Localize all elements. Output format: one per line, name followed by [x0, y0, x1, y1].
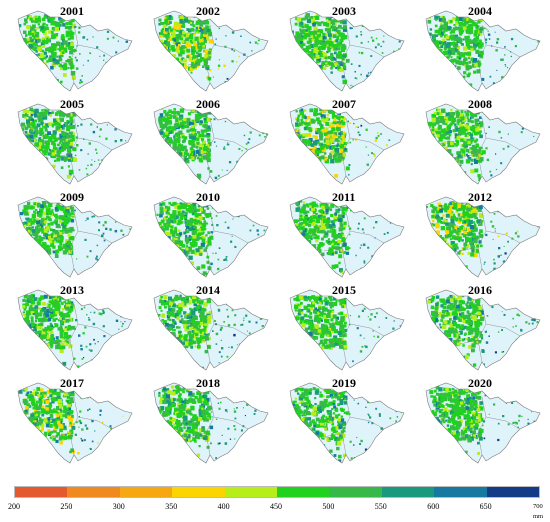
legend-tick-label: 500	[322, 502, 334, 512]
region-map	[416, 5, 550, 98]
color-legend-bar	[14, 486, 540, 498]
map-panel-2015: 2015	[280, 284, 415, 377]
map-panel-2012: 2012	[416, 191, 550, 284]
map-panel-2010: 2010	[144, 191, 279, 284]
year-label: 2008	[468, 98, 492, 111]
region-map	[416, 377, 550, 470]
legend-swatch-1	[67, 487, 119, 497]
region-map	[416, 98, 550, 191]
year-label: 2013	[60, 284, 84, 297]
legend-unit: mm	[533, 513, 543, 520]
map-panel-2014: 2014	[144, 284, 279, 377]
legend-tick-label: 300	[113, 502, 125, 512]
legend-swatch-7	[382, 487, 434, 497]
legend-swatch-3	[172, 487, 224, 497]
legend-tick-label: 400	[218, 502, 230, 512]
year-label: 2012	[468, 191, 492, 204]
region-map	[280, 98, 415, 191]
legend-swatch-9	[487, 487, 539, 497]
region-map	[280, 191, 415, 284]
map-panel-2013: 2013	[8, 284, 143, 377]
year-label: 2007	[332, 98, 356, 111]
map-panel-2001: 2001	[8, 5, 143, 98]
legend-tick-label: 550	[375, 502, 387, 512]
map-panel-2018: 2018	[144, 377, 279, 470]
region-map	[8, 191, 143, 284]
legend-tick-label: 200	[8, 502, 20, 512]
region-map	[144, 377, 279, 470]
region-map	[8, 5, 143, 98]
legend-tick-label: 450	[270, 502, 282, 512]
year-label: 2003	[332, 5, 356, 18]
region-map	[144, 98, 279, 191]
legend-swatch-8	[434, 487, 486, 497]
map-panel-2005: 2005	[8, 98, 143, 191]
region-map	[144, 191, 279, 284]
year-label: 2004	[468, 5, 492, 18]
map-panel-2002: 2002	[144, 5, 279, 98]
map-panel-2020: 2020	[416, 377, 550, 470]
year-label: 2005	[60, 98, 84, 111]
year-label: 2016	[468, 284, 492, 297]
year-label: 2009	[60, 191, 84, 204]
year-label: 2002	[196, 5, 220, 18]
map-panel-2004: 2004	[416, 5, 550, 98]
region-map	[280, 5, 415, 98]
map-panel-2017: 2017	[8, 377, 143, 470]
region-map	[280, 377, 415, 470]
year-label: 2015	[332, 284, 356, 297]
legend-tick-label: 600	[427, 502, 439, 512]
year-label: 2001	[60, 5, 84, 18]
legend-tick-label: 650	[480, 502, 492, 512]
legend-swatch-2	[120, 487, 172, 497]
region-map	[8, 98, 143, 191]
year-label: 2020	[468, 377, 492, 390]
map-panel-2016: 2016	[416, 284, 550, 377]
map-panel-2007: 2007	[280, 98, 415, 191]
year-label: 2011	[332, 191, 355, 204]
map-panel-2003: 2003	[280, 5, 415, 98]
region-map	[144, 284, 279, 377]
map-grid: 2001 2002 2003 2004 2005 2006 2007 2008 2009 2010…	[0, 0, 550, 472]
legend-tick-label: 250	[60, 502, 72, 512]
legend-swatch-6	[329, 487, 381, 497]
year-label: 2006	[196, 98, 220, 111]
region-map	[8, 284, 143, 377]
region-map	[280, 284, 415, 377]
legend-swatch-0	[15, 487, 67, 497]
region-map	[8, 377, 143, 470]
map-panel-2006: 2006	[144, 98, 279, 191]
region-map	[416, 284, 550, 377]
year-label: 2010	[196, 191, 220, 204]
year-label: 2017	[60, 377, 84, 390]
year-label: 2019	[332, 377, 356, 390]
legend-swatch-5	[277, 487, 329, 497]
region-map	[144, 5, 279, 98]
legend-tick-label: 350	[165, 502, 177, 512]
legend-last-tick: 700	[533, 503, 543, 510]
map-panel-2011: 2011	[280, 191, 415, 284]
map-panel-2019: 2019	[280, 377, 415, 470]
map-panel-2008: 2008	[416, 98, 550, 191]
legend-swatch-4	[225, 487, 277, 497]
map-panel-2009: 2009	[8, 191, 143, 284]
legend-unit-label: 700 mm	[533, 502, 550, 522]
year-label: 2014	[196, 284, 220, 297]
year-label: 2018	[196, 377, 220, 390]
region-map	[416, 191, 550, 284]
